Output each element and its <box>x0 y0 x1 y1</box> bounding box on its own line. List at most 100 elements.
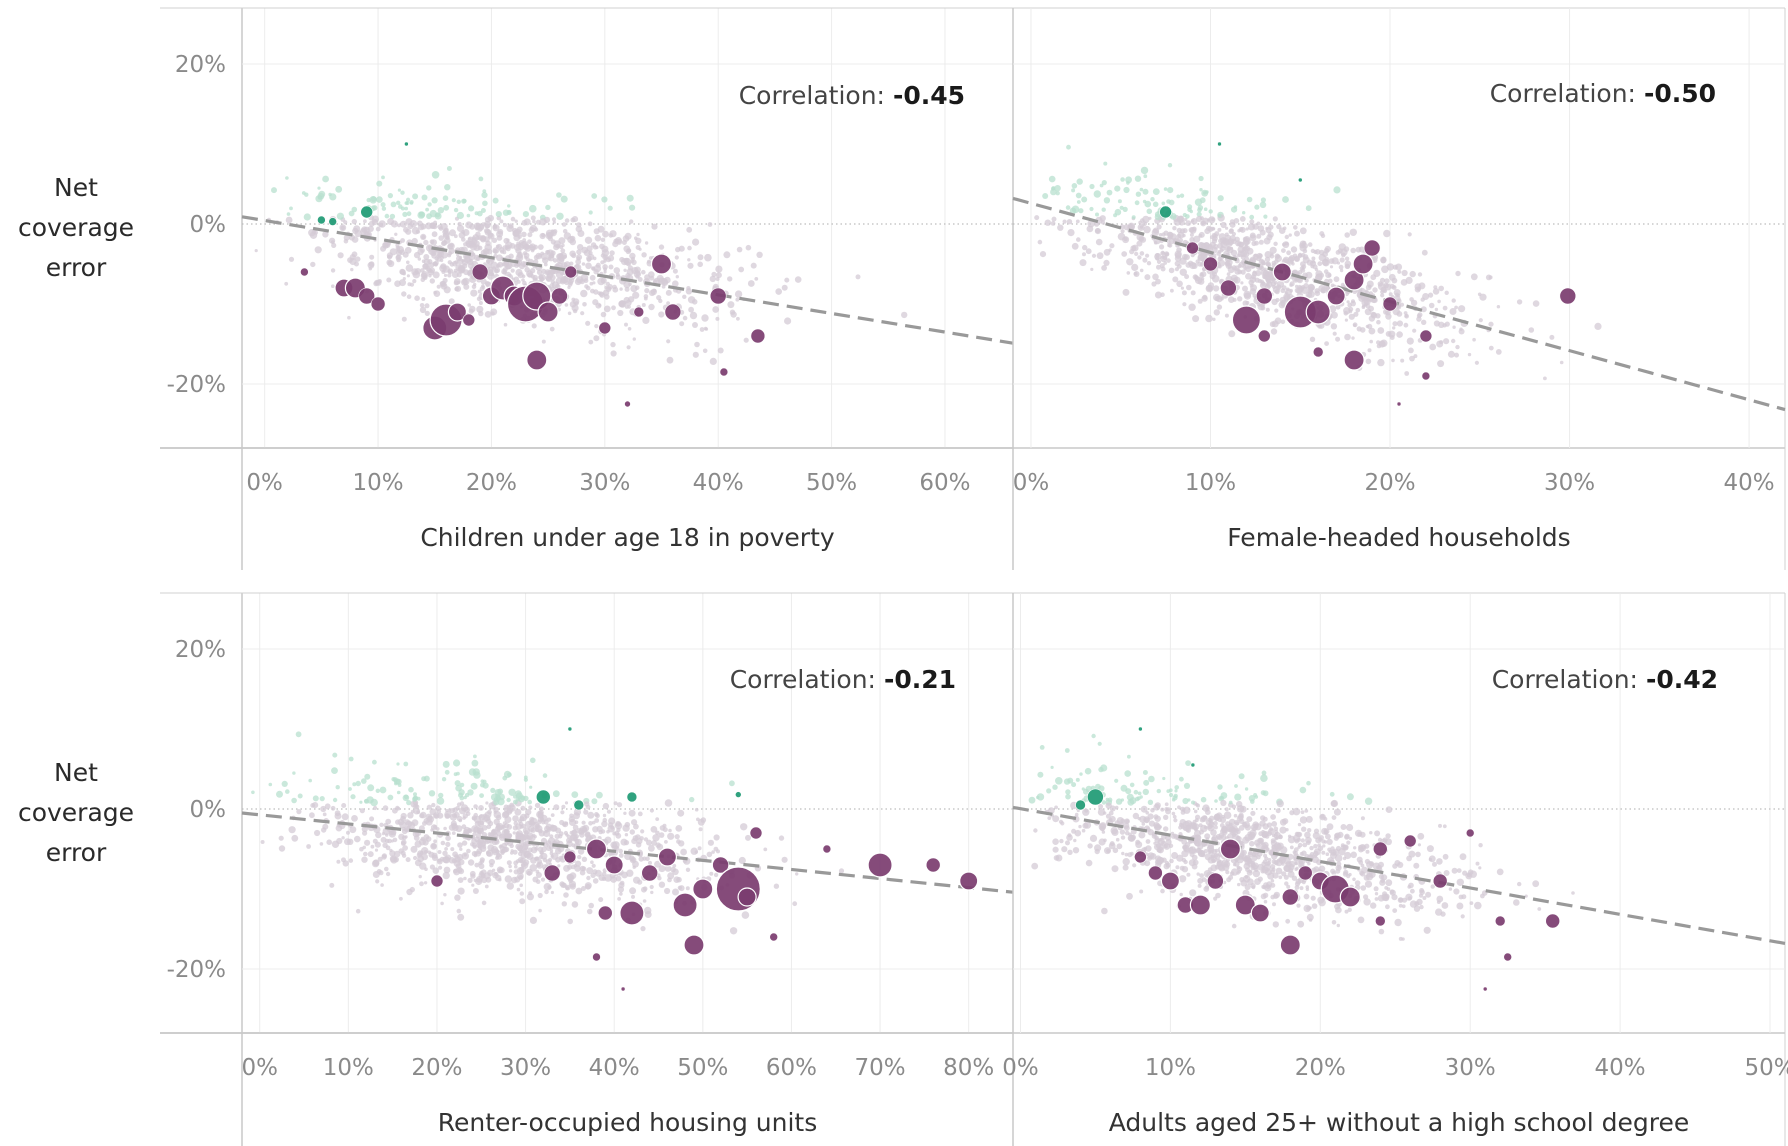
background-point <box>387 794 394 801</box>
x-tick-label: 20% <box>411 1055 462 1081</box>
background-point <box>328 192 332 197</box>
background-point <box>1289 281 1295 287</box>
background-point <box>461 278 468 286</box>
background-point <box>1351 299 1355 304</box>
background-point <box>1374 830 1381 837</box>
background-point <box>1122 206 1128 212</box>
background-point <box>396 257 401 263</box>
background-point <box>678 885 685 892</box>
background-point <box>497 228 504 235</box>
background-point <box>1174 252 1182 259</box>
background-point <box>441 777 447 782</box>
background-point <box>442 760 450 768</box>
background-point <box>410 845 418 853</box>
background-point <box>619 892 623 896</box>
background-point <box>682 294 687 299</box>
background-point <box>453 207 459 213</box>
background-point <box>1167 232 1174 238</box>
background-point <box>1339 268 1344 273</box>
background-point <box>1105 813 1111 819</box>
data-point <box>734 791 742 798</box>
background-point <box>288 256 295 262</box>
background-point <box>1414 901 1420 907</box>
background-point <box>634 285 640 291</box>
background-point <box>1176 194 1181 199</box>
background-point <box>1037 239 1043 245</box>
background-point <box>1120 229 1125 234</box>
background-point <box>484 884 489 889</box>
background-point <box>1250 810 1256 816</box>
background-point <box>321 827 327 833</box>
background-point <box>686 286 691 291</box>
background-point <box>586 867 594 875</box>
background-point <box>735 297 740 302</box>
background-point <box>445 235 450 241</box>
background-point <box>1438 823 1442 828</box>
background-point <box>558 855 564 861</box>
background-point <box>517 857 524 863</box>
background-point <box>526 893 535 901</box>
background-point <box>1257 863 1264 871</box>
background-point <box>415 229 421 234</box>
background-point <box>297 793 303 799</box>
background-point <box>1334 854 1343 862</box>
background-point <box>1353 323 1357 327</box>
background-point <box>426 804 432 810</box>
background-point <box>676 839 681 844</box>
background-point <box>1335 906 1342 914</box>
background-point <box>775 288 782 295</box>
background-point <box>1278 301 1286 309</box>
x-axis-title: Renter-occupied housing units <box>438 1108 818 1137</box>
background-point <box>1404 314 1408 318</box>
background-point <box>1205 314 1213 323</box>
background-point <box>1139 889 1144 894</box>
background-point <box>1254 204 1260 210</box>
background-point <box>1343 845 1349 850</box>
background-point <box>440 840 446 846</box>
background-point <box>1124 830 1130 836</box>
background-point <box>640 829 645 834</box>
background-point <box>576 827 583 834</box>
background-point <box>1378 873 1384 880</box>
background-point <box>624 833 629 837</box>
background-point <box>1239 216 1246 222</box>
background-point <box>1093 190 1102 198</box>
background-point <box>652 288 657 293</box>
background-point <box>406 260 410 265</box>
background-point <box>1236 865 1241 870</box>
background-point <box>838 868 845 874</box>
data-point <box>535 789 551 805</box>
background-point <box>1198 231 1205 238</box>
background-point <box>1078 824 1082 829</box>
background-point <box>444 184 451 191</box>
background-point <box>1344 256 1350 261</box>
background-point <box>1372 287 1378 293</box>
background-point <box>391 777 396 782</box>
data-point <box>867 852 893 878</box>
background-point <box>1269 321 1276 328</box>
background-point <box>462 816 466 820</box>
background-point <box>429 278 435 284</box>
background-point <box>1398 903 1403 908</box>
background-point <box>1266 273 1271 277</box>
background-point <box>314 829 321 837</box>
background-point <box>667 832 675 840</box>
background-point <box>1096 252 1104 260</box>
data-point <box>1148 865 1163 881</box>
background-point <box>1453 888 1460 895</box>
background-point <box>1157 848 1162 853</box>
background-point <box>1332 331 1337 336</box>
background-point <box>1134 200 1140 206</box>
background-point <box>1391 277 1398 284</box>
background-point <box>1152 201 1159 208</box>
data-point <box>370 296 386 312</box>
background-point <box>1391 894 1398 901</box>
x-tick-label: 10% <box>352 470 403 496</box>
background-point <box>1458 305 1466 313</box>
data-point <box>749 826 763 840</box>
background-point <box>1263 882 1269 888</box>
background-point <box>427 202 432 207</box>
background-point <box>377 279 382 284</box>
background-point <box>470 782 478 790</box>
background-point <box>1197 877 1204 884</box>
